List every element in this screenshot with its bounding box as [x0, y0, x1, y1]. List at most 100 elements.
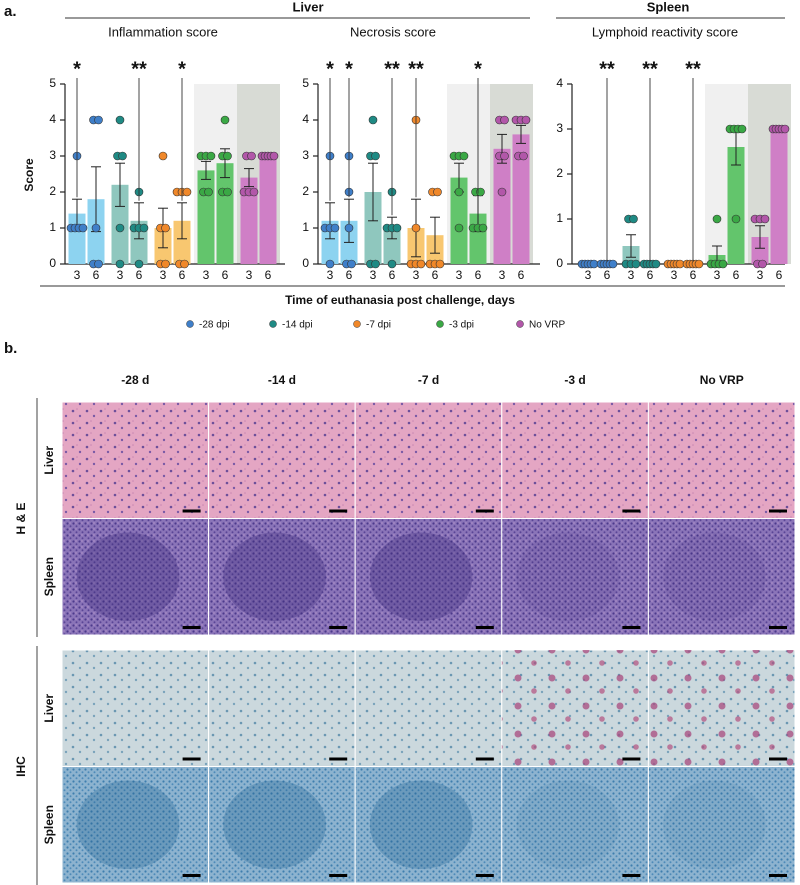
micrograph: [208, 401, 356, 519]
error-bar: [134, 202, 144, 240]
data-point: [387, 259, 397, 269]
scale-bar: [622, 626, 641, 629]
data-point: [161, 223, 170, 233]
data-point: [500, 115, 509, 125]
data-point: [204, 187, 213, 197]
micrograph: [501, 766, 649, 884]
bar: [751, 237, 769, 264]
bar: [512, 134, 530, 264]
x-tick-label: 3: [74, 268, 81, 282]
y-tick-label: 1: [49, 220, 56, 234]
micrograph: [61, 518, 210, 636]
data-point: [94, 115, 103, 125]
data-point: [220, 115, 230, 125]
significance-label: *: [178, 58, 186, 80]
bar: [770, 129, 788, 264]
x-tick-label: 3: [413, 268, 420, 282]
y-tick-label: 0: [556, 256, 563, 270]
scale-bar: [329, 509, 348, 513]
micrograph: [647, 401, 796, 519]
follicle: [369, 532, 473, 622]
data-point: [223, 187, 232, 197]
scale-bar: [622, 509, 641, 513]
error-bar: [626, 234, 636, 258]
data-point: [521, 115, 531, 125]
micrograph: [354, 649, 503, 767]
stain-overlay: [501, 650, 649, 767]
follicle: [76, 532, 180, 622]
column-header: -3 d: [564, 373, 585, 387]
organ-header: Liver: [292, 0, 323, 14]
legend-label: -14 dpi: [282, 320, 313, 331]
follicle: [76, 780, 180, 870]
follicle: [223, 780, 326, 870]
x-tick-label: 6: [93, 268, 100, 282]
data-point: [247, 151, 256, 161]
x-tick-label: 3: [757, 268, 764, 282]
x-tick-label: 6: [346, 268, 353, 282]
micrograph: [61, 649, 210, 767]
data-point: [629, 214, 638, 224]
data-point: [478, 223, 488, 233]
x-tick-label: 6: [265, 268, 272, 282]
data-point: [694, 259, 704, 269]
y-tick-label: 3: [302, 148, 309, 162]
legend-swatch: [516, 320, 524, 328]
x-tick-label: 3: [628, 268, 635, 282]
x-tick-label: 3: [160, 268, 167, 282]
x-tick-label: 6: [518, 268, 525, 282]
error-bar: [368, 162, 378, 222]
x-tick-label: 6: [136, 268, 143, 282]
y-tick-label: 3: [49, 148, 56, 162]
legend-label: -3 dpi: [449, 320, 474, 331]
x-tick-label: 6: [475, 268, 482, 282]
data-point: [731, 214, 741, 224]
data-point: [180, 259, 189, 269]
data-point: [269, 151, 279, 161]
bar: [216, 163, 234, 264]
data-point: [158, 151, 168, 161]
legend-swatch: [353, 320, 361, 328]
data-point: [435, 259, 445, 269]
follicle: [663, 780, 766, 870]
column-header: -7 d: [418, 373, 439, 387]
row-label: Spleen: [42, 805, 56, 844]
data-point: [718, 259, 728, 269]
y-tick-label: 1: [556, 211, 563, 225]
y-tick-label: 5: [49, 76, 56, 90]
data-point: [519, 151, 528, 161]
y-tick-label: 2: [49, 184, 56, 198]
legend-label: -28 dpi: [199, 320, 230, 331]
follicle: [663, 532, 766, 622]
scale-bar: [329, 874, 348, 877]
x-tick-label: 3: [456, 268, 463, 282]
y-tick-label: 0: [49, 256, 56, 270]
scale-bar: [769, 757, 787, 761]
legend-swatch: [186, 320, 194, 328]
column-header: -28 d: [121, 373, 149, 387]
data-point: [115, 259, 125, 269]
micrograph: [647, 766, 796, 884]
data-point: [411, 223, 421, 233]
significance-label: **: [642, 58, 658, 80]
y-tick-label: 0: [302, 256, 309, 270]
significance-label: *: [345, 58, 353, 80]
data-point: [737, 124, 747, 134]
micrograph: [354, 401, 503, 519]
x-tick-label: 6: [222, 268, 229, 282]
bar: [197, 170, 215, 264]
y-tick-label: 3: [556, 121, 563, 135]
micrograph: [354, 766, 503, 884]
x-tick-label: 6: [389, 268, 396, 282]
micrograph: [208, 518, 356, 636]
scale-bar: [182, 757, 201, 761]
x-tick-label: 3: [499, 268, 506, 282]
micrograph: [647, 518, 796, 636]
scale-bar: [475, 626, 494, 629]
data-point: [91, 223, 101, 233]
scale-bar: [182, 509, 201, 513]
error-bar: [201, 160, 211, 180]
data-point: [608, 259, 618, 269]
scale-bar: [475, 509, 494, 513]
scale-bar: [769, 509, 787, 513]
